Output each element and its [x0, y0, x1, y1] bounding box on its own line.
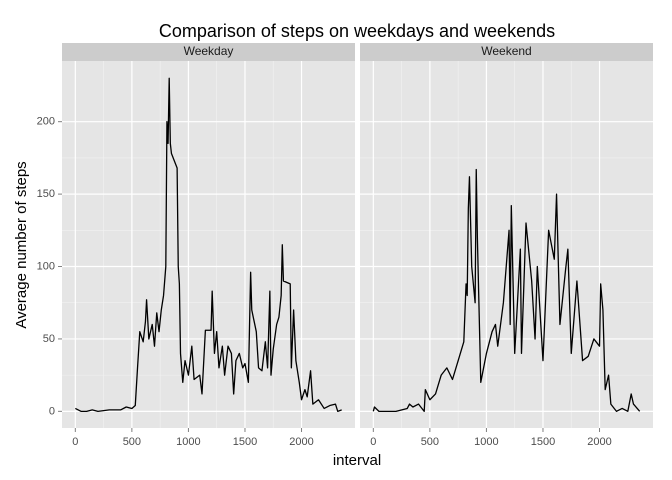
x-tick-label: 0 — [72, 436, 78, 448]
x-tick-label: 1000 — [474, 436, 498, 448]
y-tick-label: 200 — [37, 116, 55, 128]
x-tick-label: 0 — [370, 436, 376, 448]
y-tick-label: 150 — [37, 188, 55, 200]
y-tick-label: 100 — [37, 260, 55, 272]
x-tick-label: 1500 — [531, 436, 555, 448]
x-tick-label: 500 — [123, 436, 141, 448]
chart-title: Comparison of steps on weekdays and week… — [159, 21, 555, 41]
y-tick-label: 0 — [49, 405, 55, 417]
x-tick-label: 2000 — [289, 436, 313, 448]
x-tick-label: 1500 — [233, 436, 257, 448]
line — [75, 77, 342, 412]
x-axis-title: interval — [333, 452, 381, 469]
panel — [360, 61, 653, 428]
x-tick-label: 1000 — [176, 436, 200, 448]
y-tick-label: 50 — [43, 333, 55, 345]
strip — [62, 43, 355, 61]
x-tick-label: 2000 — [587, 436, 611, 448]
strip — [360, 43, 653, 61]
x-tick-label: 500 — [421, 436, 439, 448]
facet-label: Weekday — [184, 44, 234, 58]
facet-label: Weekend — [481, 44, 531, 58]
y-axis-title: Average number of steps — [13, 161, 30, 328]
line — [372, 168, 641, 412]
